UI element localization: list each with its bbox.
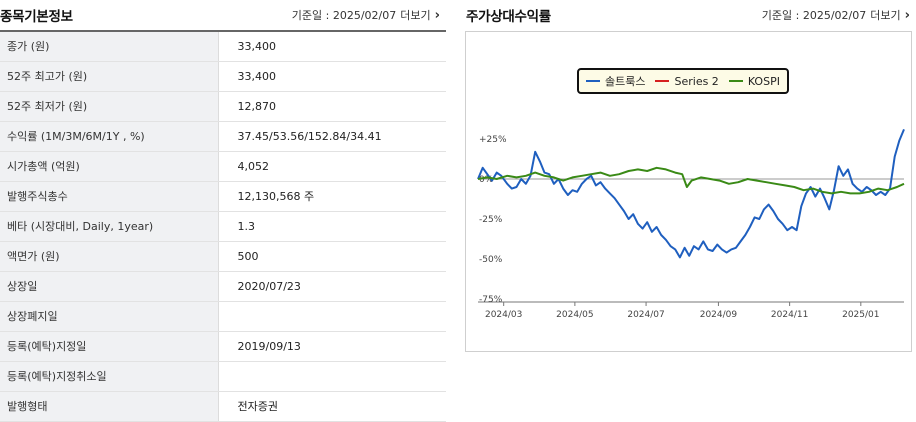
legend-item[interactable]: Series 2 (655, 74, 719, 88)
info-row: 종가 (원) 33,400 (0, 31, 446, 62)
relative-return-more-link[interactable]: 더보기 › (870, 7, 910, 23)
x-tick-label: 2024/05 (556, 310, 593, 320)
info-row-value: 12,870 (218, 91, 446, 122)
legend-swatch (728, 80, 743, 82)
info-row-label: 상장폐지일 (0, 301, 219, 332)
y-tick-label: -25% (479, 215, 503, 225)
info-row-label: 액면가 (원) (0, 241, 219, 272)
info-row-value (218, 361, 446, 392)
info-row: 수익률 (1M/3M/6M/1Y , %) 37.45/53.56/152.84/… (0, 121, 446, 152)
info-row: 52주 최저가 (원) 12,870 (0, 91, 446, 122)
relative-return-meta: 기준일 : 2025/02/07 더보기 › (762, 7, 910, 23)
info-row-label: 발행주식총수 (0, 181, 219, 212)
relative-return-header: 주가상대수익률 기준일 : 2025/02/07 더보기 › (466, 0, 916, 30)
relative-return-title: 주가상대수익률 (466, 9, 551, 25)
info-row: 등록(예탁)지정일 2019/09/13 (0, 331, 446, 362)
info-row-value: 전자증권 (218, 391, 446, 422)
y-tick-label: -75% (479, 295, 503, 305)
info-row-label: 수익률 (1M/3M/6M/1Y , %) (0, 121, 219, 152)
info-row-value: 33,400 (218, 31, 446, 62)
y-tick-label: 0% (479, 175, 494, 185)
info-row-label: 52주 최고가 (원) (0, 61, 219, 92)
basic-info-more-label: 더보기 (400, 9, 431, 22)
info-row-value: 500 (218, 241, 446, 272)
series-line-솔트룩스 (477, 129, 905, 259)
info-row-label: 베타 (시장대비, Daily, 1year) (0, 211, 219, 242)
info-row-value: 2020/07/23 (218, 271, 446, 302)
info-row: 발행형태 전자증권 (0, 391, 446, 422)
info-row-label: 상장일 (0, 271, 219, 302)
legend-item[interactable]: KOSPI (728, 74, 780, 88)
info-row-value: 12,130,568 주 (218, 181, 446, 212)
info-row-label: 등록(예탁)지정일 (0, 331, 219, 362)
info-row: 베타 (시장대비, Daily, 1year) 1.3 (0, 211, 446, 242)
x-tick-label: 2024/03 (485, 310, 522, 320)
chart-svg: +25% 0% -25% -50% -75% 2024/03 2024/05 2024/07 2… (477, 129, 905, 320)
info-row-value: 4,052 (218, 151, 446, 182)
series-line-kospi (477, 166, 905, 195)
info-row-value: 33,400 (218, 61, 446, 92)
info-row-label: 시가총액 (억원) (0, 151, 219, 182)
chart-legend: 솔트룩스 Series 2 KOSPI (577, 68, 789, 94)
info-row-label: 52주 최저가 (원) (0, 91, 219, 122)
legend-swatch (586, 80, 600, 82)
x-tick-label: 2025/01 (842, 310, 879, 320)
x-tick-label: 2024/11 (771, 310, 808, 320)
info-row: 상장일 2020/07/23 (0, 271, 446, 302)
legend-label: Series 2 (674, 74, 719, 88)
info-row: 발행주식총수 12,130,568 주 (0, 181, 446, 212)
legend-label: KOSPI (747, 74, 780, 88)
info-row-label: 발행형태 (0, 391, 219, 422)
relative-return-more-label: 더보기 (870, 9, 901, 22)
basic-info-meta: 기준일 : 2025/02/07 더보기 › (292, 7, 440, 23)
info-row-value: 1.3 (218, 211, 446, 242)
basic-info-table: 종가 (원) 33,400 52주 최고가 (원) 33,400 52주 최저가 (원)… (0, 30, 446, 422)
info-row: 52주 최고가 (원) 33,400 (0, 61, 446, 92)
basic-info-header: 종목기본정보 기준일 : 2025/02/07 더보기 › (0, 0, 446, 30)
chevron-right-icon: › (434, 7, 440, 23)
info-row-value: 2019/09/13 (218, 331, 446, 362)
chevron-right-icon: › (904, 7, 910, 23)
info-row: 시가총액 (억원) 4,052 (0, 151, 446, 182)
info-row-value (218, 301, 446, 332)
basic-info-title: 종목기본정보 (0, 9, 73, 25)
legend-swatch (655, 80, 670, 82)
info-row: 등록(예탁)지정취소일 (0, 361, 446, 392)
y-tick-label: +25% (479, 135, 507, 145)
basic-info-date: 기준일 : 2025/02/07 (291, 9, 397, 22)
y-tick-label: -50% (479, 255, 503, 265)
info-row: 상장폐지일 (0, 301, 446, 332)
relative-return-chart: +25% 0% -25% -50% -75% 2024/03 2024/05 2024/07 2… (465, 31, 912, 352)
info-row-label: 종가 (원) (0, 31, 219, 62)
legend-item[interactable]: 솔트룩스 (586, 73, 645, 89)
x-tick-label: 2024/09 (700, 310, 738, 320)
info-row-label: 등록(예탁)지정취소일 (0, 361, 219, 392)
info-row-value: 37.45/53.56/152.84/34.41 (218, 121, 446, 152)
x-tick-label: 2024/07 (627, 310, 664, 320)
basic-info-more-link[interactable]: 더보기 › (400, 7, 440, 23)
info-row: 액면가 (원) 500 (0, 241, 446, 272)
relative-return-date: 기준일 : 2025/02/07 (761, 9, 867, 22)
legend-label: 솔트룩스 (605, 75, 646, 88)
